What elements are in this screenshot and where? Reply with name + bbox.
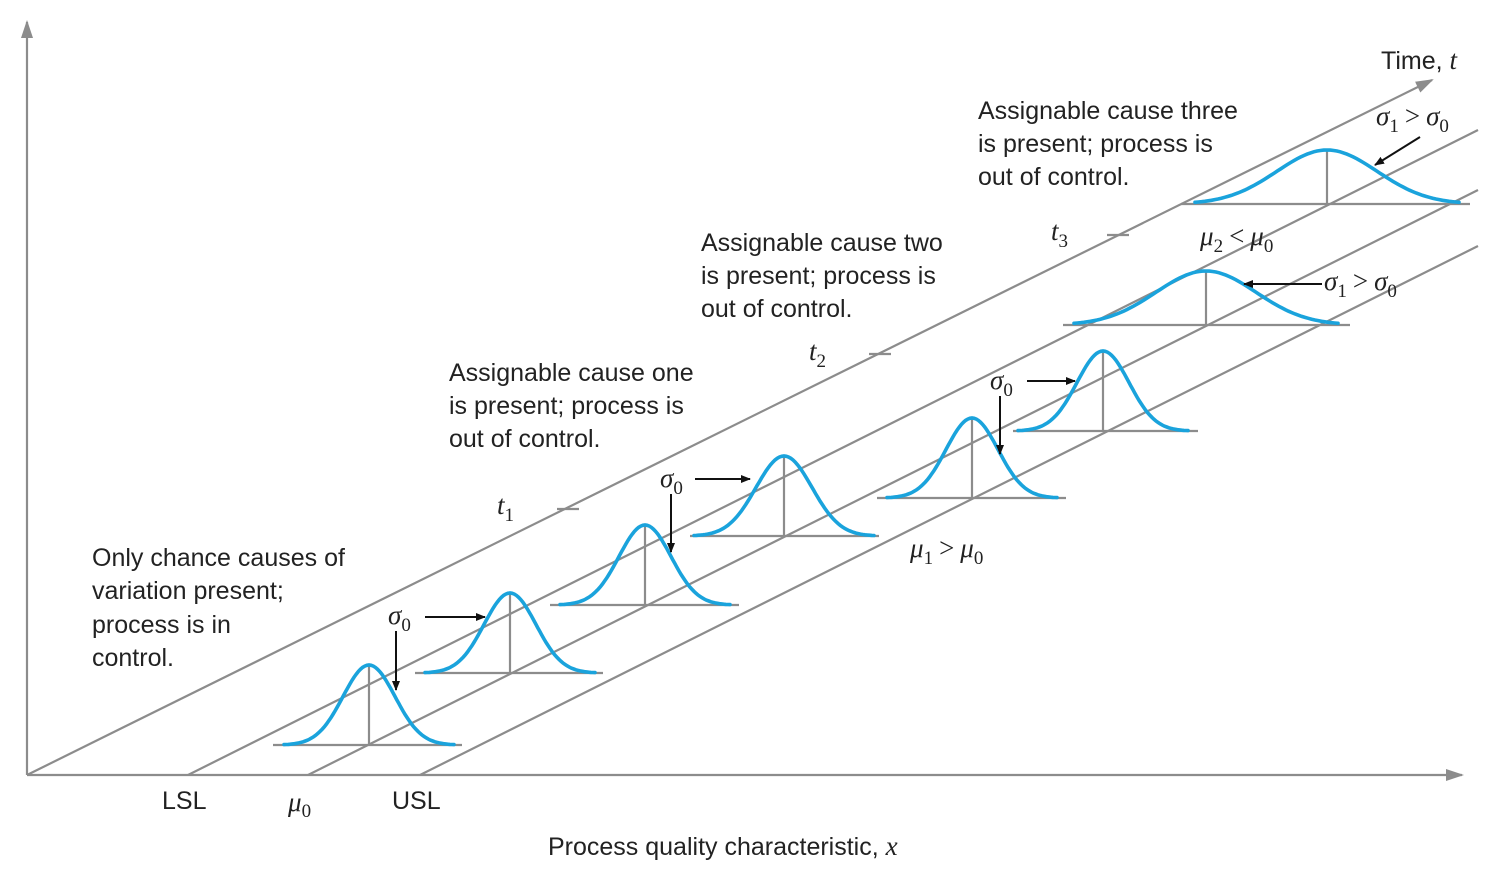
time-axis-line [26, 79, 1434, 776]
sigma0-label-1: σ0 [388, 600, 411, 636]
sigma-increase-label-lower: σ1 > σ0 [1324, 266, 1397, 302]
curve-cause-two-2 [1072, 269, 1340, 326]
curve-cause-two [1016, 349, 1190, 433]
t2-label: t2 [809, 336, 826, 372]
lsl-line [187, 129, 1479, 776]
distribution-center-lines [367, 150, 1329, 745]
sigma0-label-2: σ0 [660, 463, 683, 499]
mu0-line [307, 189, 1479, 776]
curve-cause-one-2 [692, 454, 876, 538]
time-axis-label: Time, t [1381, 45, 1459, 75]
lsl-label: LSL [162, 787, 207, 815]
x-axis-label: Process quality characteristic, x [548, 831, 898, 861]
annotation-cause-three: Assignable cause three is present; proce… [978, 97, 1245, 191]
mean-shift-up-label: μ1 > μ0 [909, 533, 983, 569]
usl-line [419, 245, 1479, 776]
indicator-arrows [392, 136, 1421, 691]
curve-cause-one [558, 523, 732, 607]
curve-in-control-2 [423, 591, 597, 675]
sigma-increase-label-upper: σ1 > σ0 [1376, 101, 1449, 137]
curve-cause-one-3 [885, 416, 1059, 500]
curve-cause-three [1193, 148, 1461, 205]
curve-in-control [282, 663, 456, 747]
distribution-curves [282, 148, 1461, 747]
annotation-in-control: Only chance causes of variation present;… [92, 544, 352, 672]
annotation-cause-two: Assignable cause two is present; process… [701, 229, 950, 323]
annotation-cause-one: Assignable cause one is present; process… [449, 359, 701, 453]
t1-label: t1 [497, 490, 514, 526]
mu0-label: μ0 [287, 787, 311, 822]
t3-label: t3 [1051, 216, 1068, 252]
sigma0-label-3: σ0 [990, 365, 1013, 401]
mean-shift-down-label: μ2 < μ0 [1199, 221, 1273, 257]
usl-label: USL [392, 787, 441, 815]
